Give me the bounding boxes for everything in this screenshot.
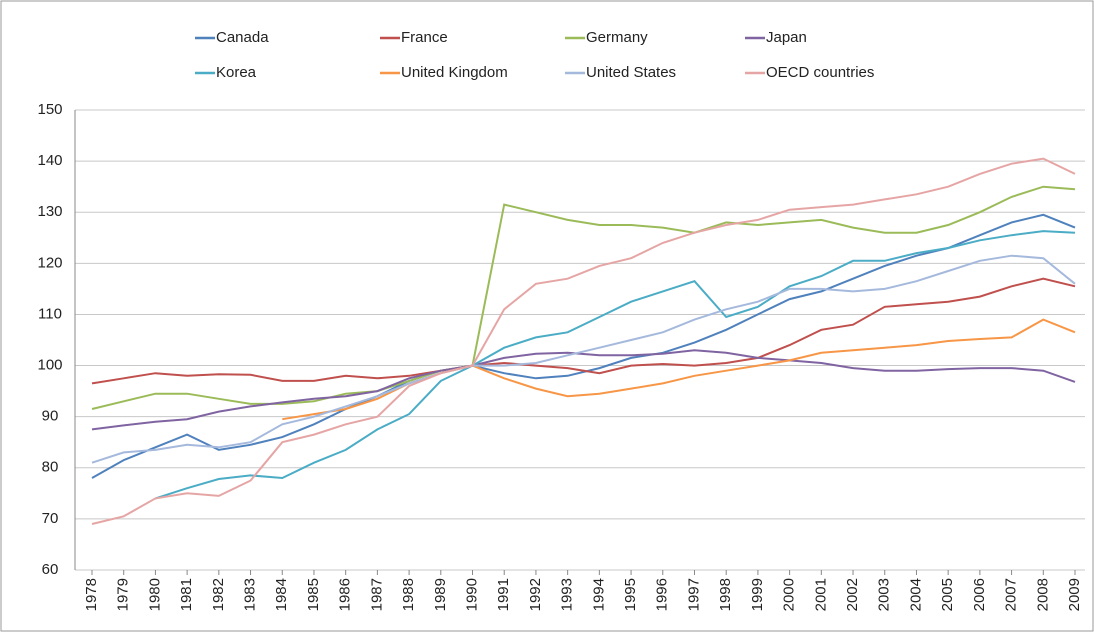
x-tick-label: 1979: [115, 578, 132, 611]
y-tick-label: 120: [37, 254, 62, 271]
x-tick-label: 1993: [559, 578, 576, 611]
series-line: [155, 230, 1076, 500]
x-tick-label: 2009: [1066, 578, 1083, 611]
series-line: [91, 277, 1076, 385]
x-tick-label: 1981: [178, 578, 195, 611]
x-tick-label: 1982: [210, 578, 227, 611]
x-tick-label: 1988: [400, 578, 417, 611]
x-tick-label: 1994: [590, 578, 607, 611]
x-tick-label: 2003: [876, 578, 893, 611]
legend-label: France: [401, 29, 448, 46]
x-tick-label: 1992: [527, 578, 544, 611]
y-tick-label: 90: [42, 408, 59, 425]
x-tick-label: 2004: [907, 578, 924, 611]
y-tick-label: 80: [42, 459, 59, 476]
series-line: [91, 185, 1076, 410]
x-tick-label: 1987: [368, 578, 385, 611]
y-tick-label: 110: [38, 305, 62, 322]
x-tick-label: 1986: [337, 578, 354, 611]
legend-label: OECD countries: [766, 64, 874, 81]
y-tick-label: 130: [37, 203, 62, 220]
legend-label: United States: [586, 64, 676, 81]
x-tick-label: 2008: [1034, 578, 1051, 611]
x-tick-label: 1980: [146, 578, 163, 611]
x-tick-label: 2002: [844, 578, 861, 611]
x-tick-label: 1999: [749, 578, 766, 611]
x-tick-label: 2005: [939, 578, 956, 611]
y-tick-label: 140: [37, 152, 62, 169]
x-tick-label: 2001: [812, 578, 829, 611]
legend-label: Korea: [216, 64, 257, 81]
x-tick-label: 2006: [971, 578, 988, 611]
x-tick-label: 1995: [622, 578, 639, 611]
x-tick-label: 1998: [717, 578, 734, 611]
series-line: [91, 349, 1076, 431]
x-tick-label: 1991: [495, 578, 512, 611]
x-tick-label: 1996: [654, 578, 671, 611]
x-tick-label: 2007: [1003, 578, 1020, 611]
series-line: [91, 254, 1076, 464]
x-tick-label: 1997: [685, 578, 702, 611]
series-line: [91, 213, 1076, 479]
y-tick-label: 70: [42, 510, 59, 527]
legend-label: Germany: [586, 29, 648, 46]
x-tick-label: 1990: [463, 578, 480, 611]
series-line: [91, 157, 1076, 525]
x-tick-label: 1978: [83, 578, 100, 611]
y-tick-label: 60: [42, 561, 59, 578]
x-tick-label: 1989: [432, 578, 449, 611]
x-tick-label: 1984: [273, 578, 290, 611]
x-tick-label: 1983: [242, 578, 259, 611]
legend-label: Japan: [766, 29, 807, 46]
y-tick-label: 150: [37, 101, 62, 118]
y-tick-label: 100: [37, 357, 62, 374]
legend-label: United Kingdom: [401, 64, 508, 81]
legend-label: Canada: [216, 29, 269, 46]
x-tick-label: 1985: [305, 578, 322, 611]
x-tick-label: 2000: [781, 578, 798, 611]
